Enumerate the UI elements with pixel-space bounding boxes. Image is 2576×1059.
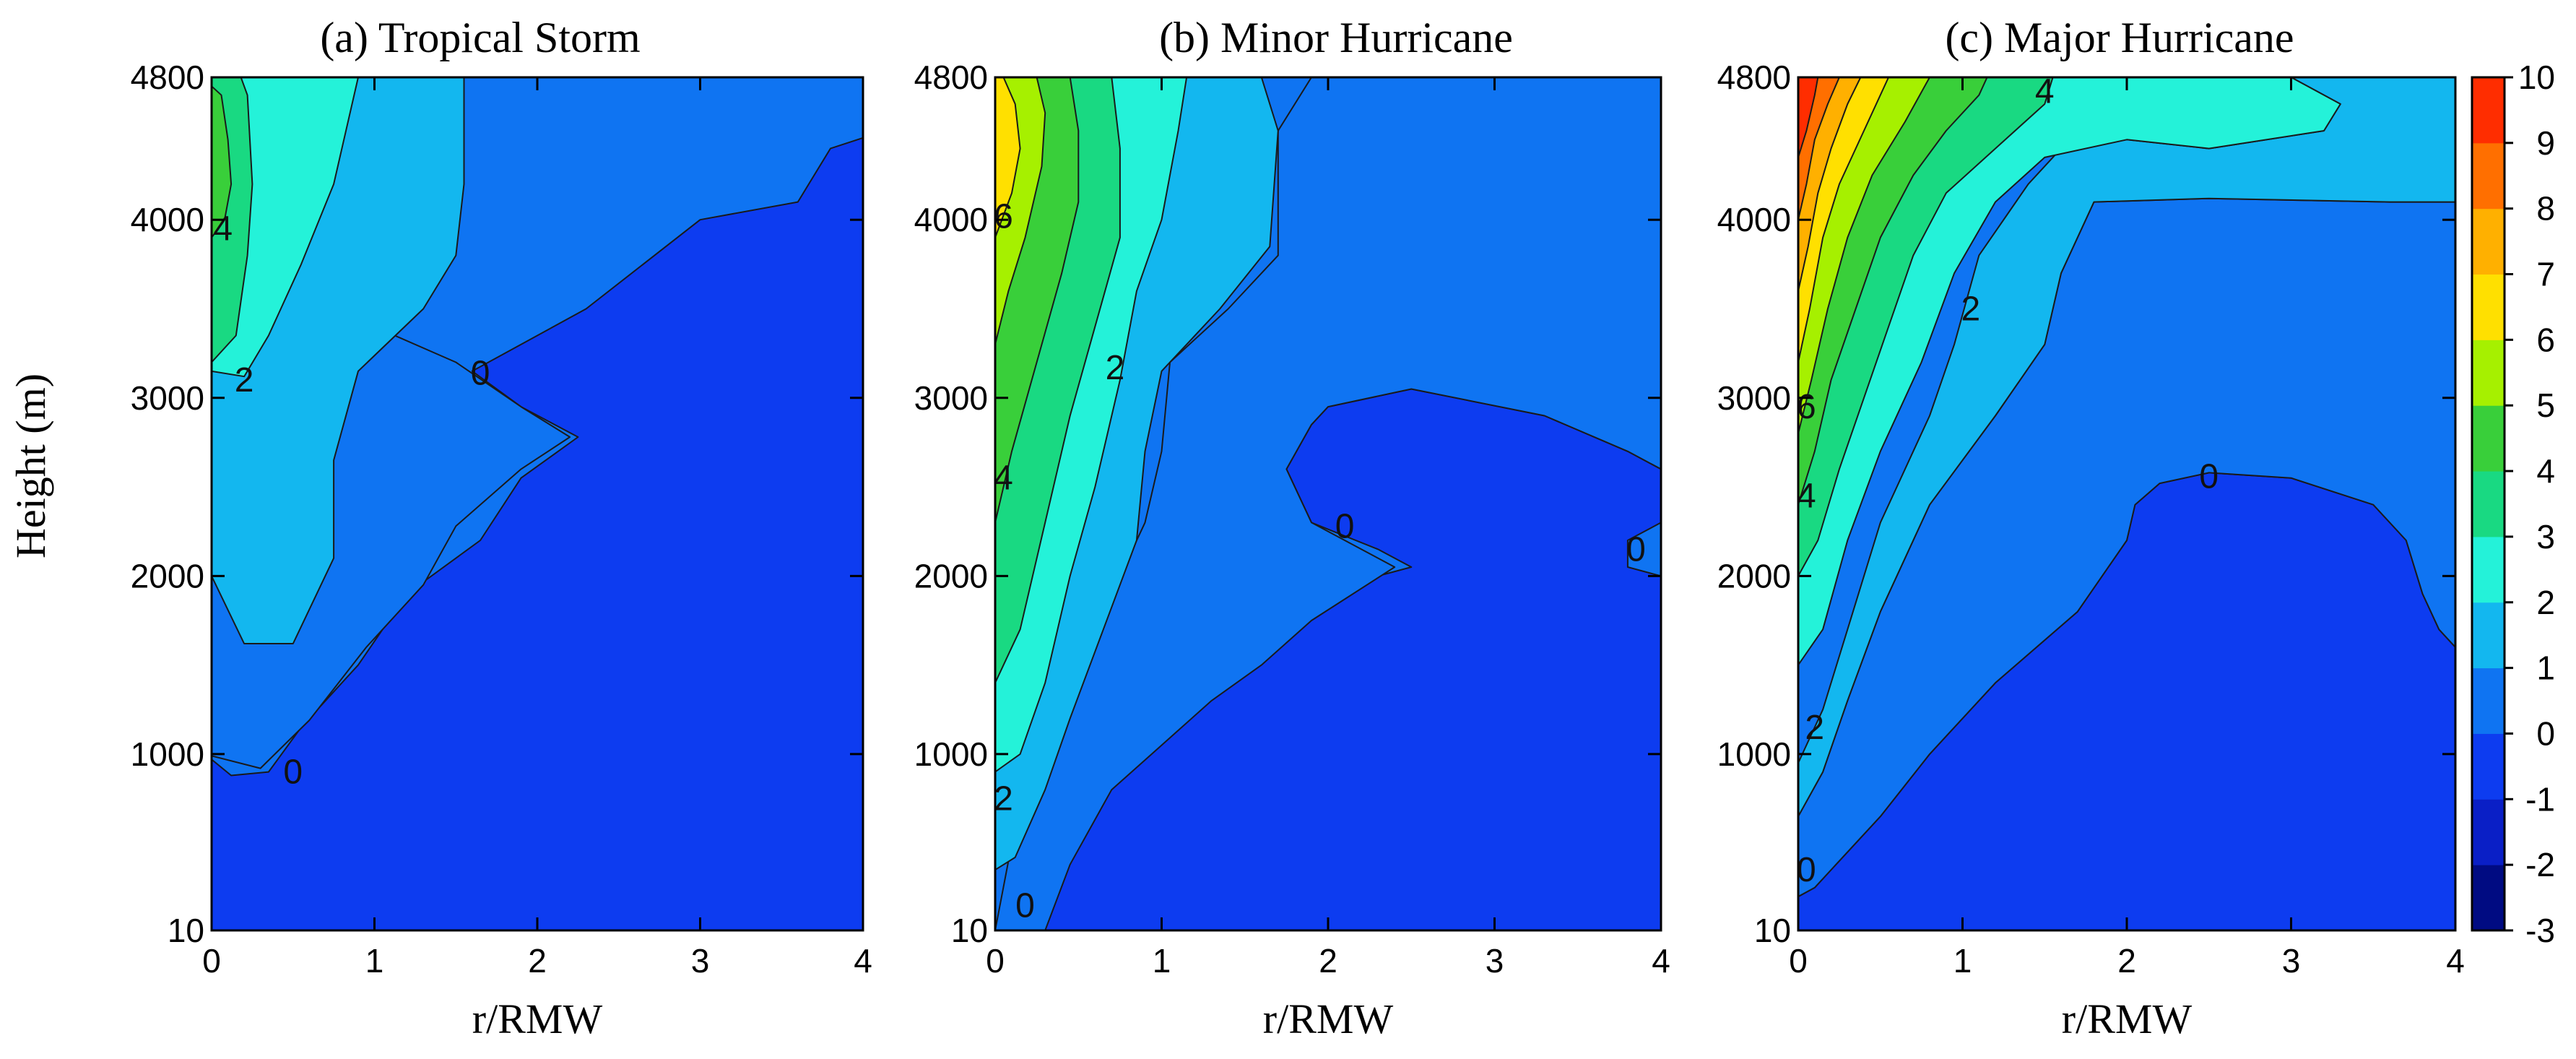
colorbar-tick-label: 7 — [2536, 256, 2555, 293]
colorbar-segment-2 — [2472, 536, 2505, 603]
colorbar-segment-6 — [2472, 274, 2505, 340]
y-tick-label: 2000 — [1717, 557, 1791, 595]
y-tick-label: 1000 — [914, 735, 988, 773]
colorbar-segment-8 — [2472, 142, 2505, 209]
x-tick-label: 4 — [854, 942, 872, 980]
contour-band-level--1 — [212, 137, 863, 930]
colorbar-segment-7 — [2472, 208, 2505, 275]
x-tick-label: 4 — [1652, 942, 1670, 980]
y-tick-label: 4000 — [914, 201, 988, 238]
colorbar-tick-label: 0 — [2536, 714, 2555, 752]
colorbar-tick-label: -1 — [2525, 780, 2555, 818]
contour-label: 2 — [1106, 349, 1125, 387]
colorbar-segment-4 — [2472, 405, 2505, 472]
y-tick-label: 10 — [951, 912, 988, 949]
colorbar-tick-label: -3 — [2525, 912, 2555, 949]
y-tick-label: 10 — [1754, 912, 1791, 949]
colorbar-tick-label: 5 — [2536, 386, 2555, 424]
colorbar-tick-label: -2 — [2525, 846, 2555, 883]
contour-label: 4 — [213, 210, 233, 248]
y-axis-label: Height (m) — [7, 373, 54, 558]
x-tick-label: 0 — [1789, 942, 1808, 980]
x-tick-label: 0 — [202, 942, 221, 980]
y-tick-label: 2000 — [131, 557, 204, 595]
colorbar-tick-label: 2 — [2536, 584, 2555, 621]
contour-label: 4 — [2035, 73, 2055, 111]
contour-label: 6 — [994, 197, 1013, 235]
y-tick-label: 3000 — [1717, 379, 1791, 417]
y-tick-label: 1000 — [131, 735, 204, 773]
colorbar-tick-label: 4 — [2536, 452, 2555, 490]
x-tick-label: 2 — [528, 942, 547, 980]
colorbar-segment--2 — [2472, 799, 2505, 865]
contour-label: 2 — [994, 780, 1013, 818]
x-axis-label: r/RMW — [2062, 995, 2193, 1042]
x-tick-label: 2 — [1319, 942, 1337, 980]
contour-label: 4 — [1797, 477, 1816, 515]
contour-label: 0 — [283, 753, 303, 792]
contour-label: 2 — [1805, 709, 1824, 747]
colorbar-tick-label: 1 — [2536, 649, 2555, 687]
y-tick-label: 3000 — [914, 379, 988, 417]
contour-band-level-6 — [995, 77, 1021, 238]
x-tick-label: 1 — [1153, 942, 1171, 980]
x-tick-label: 4 — [2446, 942, 2465, 980]
panel-title: (c) Major Hurricane — [1945, 14, 2294, 61]
x-axis-label: r/RMW — [1263, 995, 1394, 1042]
colorbar-tick-label: 8 — [2536, 190, 2555, 228]
x-tick-label: 2 — [2117, 942, 2136, 980]
contour-label: 4 — [994, 459, 1013, 498]
y-tick-label: 10 — [168, 912, 204, 949]
contour-label: 0 — [2199, 457, 2219, 496]
colorbar-segment-5 — [2472, 340, 2505, 406]
contour-label: 0 — [1015, 886, 1035, 925]
contour-band-level-0 — [995, 77, 1661, 930]
contour-band-level-9 — [1798, 77, 1819, 158]
y-tick-label: 4800 — [1717, 59, 1791, 96]
panel-title: (b) Minor Hurricane — [1159, 14, 1513, 61]
x-tick-label: 1 — [365, 942, 384, 980]
x-tick-label: 3 — [691, 942, 710, 980]
y-tick-label: 1000 — [1717, 735, 1791, 773]
colorbar-segment--3 — [2472, 865, 2505, 931]
colorbar-frame — [2471, 76, 2506, 932]
x-tick-label: 3 — [1486, 942, 1504, 980]
contour-label: 0 — [1797, 851, 1816, 889]
colorbar-segment-1 — [2472, 602, 2505, 669]
panel-title: (a) Tropical Storm — [320, 14, 640, 61]
contour-label: 0 — [471, 354, 490, 392]
y-tick-label: 4000 — [1717, 201, 1791, 238]
colorbar-segment-3 — [2472, 471, 2505, 537]
colorbar-segment-9 — [2472, 77, 2505, 144]
contour-band-level-2 — [1798, 77, 2341, 666]
colorbar-tick-label: 9 — [2536, 124, 2555, 162]
colorbar: -3 -2 -1 0 1 2 3 4 5 6 7 8 9 10 — [2471, 59, 2555, 949]
x-tick-label: 0 — [986, 942, 1005, 980]
colorbar-tick-label: 3 — [2536, 518, 2555, 556]
y-tick-label: 2000 — [914, 557, 988, 595]
colorbar-segment--1 — [2472, 733, 2505, 800]
contour-label: 2 — [1961, 290, 1981, 329]
contour-label: 2 — [235, 361, 254, 399]
panel-major-hurricane: 4 2 6 4 0 2 0 0 1 2 3 4 10 1000 2000 3000 4000 4800 (c) Ma… — [1717, 14, 2465, 1042]
colorbar-tick-label: 6 — [2536, 321, 2555, 358]
y-tick-label: 4800 — [914, 59, 988, 96]
contour-label: 6 — [1797, 388, 1816, 426]
x-tick-label: 1 — [1953, 942, 1972, 980]
contour-label: 0 — [1335, 507, 1355, 545]
x-tick-label: 3 — [2282, 942, 2301, 980]
x-axis-label: r/RMW — [472, 995, 603, 1042]
y-tick-label: 3000 — [131, 379, 204, 417]
colorbar-tick-label: 10 — [2518, 59, 2555, 96]
y-tick-label: 4800 — [131, 59, 204, 96]
colorbar-segment-0 — [2472, 667, 2505, 734]
contour-label: 0 — [1626, 530, 1646, 569]
y-tick-label: 4000 — [131, 201, 204, 238]
